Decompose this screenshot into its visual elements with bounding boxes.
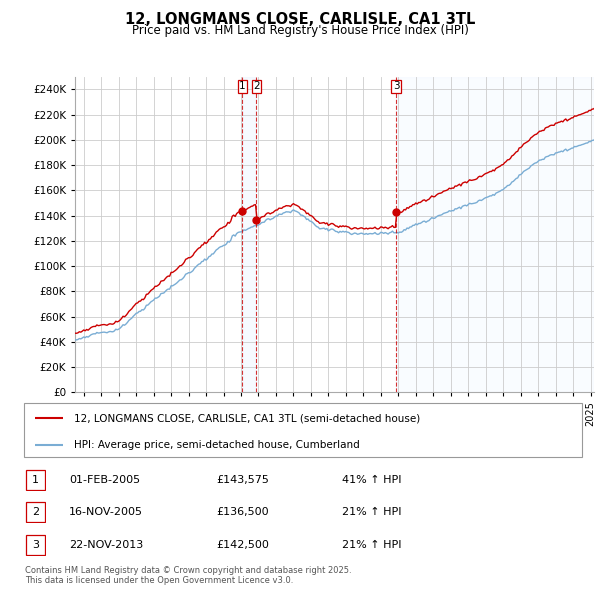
Text: 16-NOV-2005: 16-NOV-2005: [69, 507, 143, 517]
Text: 3: 3: [393, 81, 400, 91]
Text: 2: 2: [32, 507, 39, 517]
Text: £142,500: £142,500: [216, 540, 269, 550]
Text: HPI: Average price, semi-detached house, Cumberland: HPI: Average price, semi-detached house,…: [74, 440, 360, 450]
Text: Contains HM Land Registry data © Crown copyright and database right 2025.
This d: Contains HM Land Registry data © Crown c…: [25, 566, 352, 585]
Text: 12, LONGMANS CLOSE, CARLISLE, CA1 3TL (semi-detached house): 12, LONGMANS CLOSE, CARLISLE, CA1 3TL (s…: [74, 413, 421, 423]
Text: 1: 1: [32, 475, 39, 485]
Bar: [242, 77, 256, 392]
Text: 41% ↑ HPI: 41% ↑ HPI: [342, 475, 401, 485]
Text: 1: 1: [239, 81, 246, 91]
Text: £136,500: £136,500: [216, 507, 269, 517]
Text: Price paid vs. HM Land Registry's House Price Index (HPI): Price paid vs. HM Land Registry's House …: [131, 24, 469, 37]
Text: 01-FEB-2005: 01-FEB-2005: [69, 475, 140, 485]
Text: 12, LONGMANS CLOSE, CARLISLE, CA1 3TL: 12, LONGMANS CLOSE, CARLISLE, CA1 3TL: [125, 12, 475, 27]
Text: 2: 2: [253, 81, 260, 91]
Bar: [397, 77, 594, 392]
Text: £143,575: £143,575: [216, 475, 269, 485]
Text: 3: 3: [32, 540, 39, 550]
Text: 21% ↑ HPI: 21% ↑ HPI: [342, 507, 401, 517]
Text: 22-NOV-2013: 22-NOV-2013: [69, 540, 143, 550]
Text: 21% ↑ HPI: 21% ↑ HPI: [342, 540, 401, 550]
